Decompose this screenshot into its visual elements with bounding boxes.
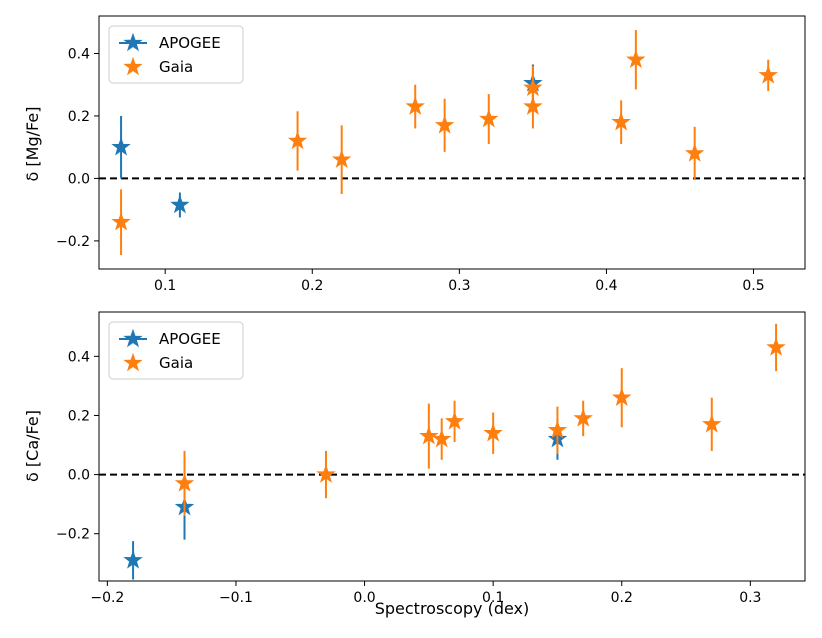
mg-fe-legend-apogee-marker	[123, 32, 143, 52]
mg-fe-x-tick-label: 0.5	[742, 278, 764, 294]
mg-fe-legend-gaia-label: Gaia	[159, 58, 193, 76]
ca-fe-y-tick-label: 0.2	[68, 408, 90, 424]
mg-fe-gaia-point	[479, 108, 499, 128]
mg-fe-axes-frame	[98, 15, 806, 270]
mg-fe-panel: δ [Mg/Fe] 0.1 0.2 0.3 0.4 0.5 −0.2 0.0 0.2 0.4 AP…	[23, 15, 806, 294]
ca-fe-y-axis-label: δ [Ca/Fe]	[23, 410, 42, 482]
ca-fe-x-tick-label: 0.3	[739, 590, 761, 606]
ca-fe-gaia-point	[483, 422, 503, 442]
mg-fe-gaia-point	[758, 65, 778, 84]
ca-fe-y-tick-label: 0.0	[68, 468, 90, 484]
mg-fe-x-tick-label: 0.2	[301, 278, 323, 294]
mg-fe-x-tick-label: 0.3	[448, 278, 470, 294]
mg-fe-gaia-point	[611, 111, 631, 131]
mg-fe-legend-gaia-marker	[123, 56, 143, 76]
mg-fe-y-tick-label: −0.2	[56, 234, 90, 250]
mg-fe-gaia-point	[405, 96, 425, 115]
mg-fe-x-tick-label: 0.4	[595, 278, 617, 294]
ca-fe-gaia-point	[573, 408, 593, 427]
ca-fe-panel: δ [Ca/Fe] Spectroscopy (dex) −0.2 −0.1 0.0…	[23, 311, 806, 618]
ca-fe-x-tick-label: −0.1	[219, 590, 253, 606]
mg-fe-gaia-point	[684, 143, 705, 162]
ca-fe-gaia-point	[612, 387, 632, 406]
ca-fe-x-tick-label: 0.2	[611, 590, 633, 606]
ca-fe-gaia-point	[547, 420, 568, 439]
mg-fe-gaia-point	[331, 149, 352, 168]
ca-fe-legend-gaia-marker	[123, 352, 143, 372]
ca-fe-legend	[108, 321, 244, 380]
ca-fe-gaia-point	[444, 411, 465, 430]
x-axis-label: Spectroscopy (dex)	[375, 599, 530, 618]
mg-fe-y-tick-label: 0.2	[68, 109, 90, 125]
ca-fe-apogee-point	[123, 550, 143, 569]
ca-fe-x-tick-label: 0.1	[482, 590, 504, 606]
ca-fe-legend-gaia-label: Gaia	[159, 354, 193, 372]
mg-fe-y-tick-label: 0.4	[68, 46, 90, 62]
mg-fe-gaia-point	[626, 49, 646, 68]
ca-fe-y-tick-label: −0.2	[56, 527, 90, 543]
ca-fe-gaia-point	[419, 425, 439, 445]
mg-fe-gaia-point	[287, 130, 308, 150]
mg-fe-gaia-point	[111, 211, 131, 231]
ca-fe-legend-apogee-marker	[123, 328, 143, 348]
mg-fe-legend	[108, 25, 244, 84]
ca-fe-gaia-point	[702, 414, 722, 433]
ca-fe-x-tick-label: 0.0	[353, 590, 375, 606]
mg-fe-apogee-point	[170, 194, 190, 214]
ca-fe-x-tick-label: −0.2	[90, 590, 124, 606]
mg-fe-x-tick-label: 0.1	[154, 278, 176, 294]
ca-fe-y-tick-label: 0.4	[68, 349, 90, 365]
ca-fe-gaia-point	[174, 473, 195, 492]
ca-fe-gaia-point	[766, 337, 786, 356]
mg-fe-gaia-point	[523, 96, 543, 115]
ca-fe-gaia-point	[431, 428, 452, 448]
ca-fe-gaia-point	[316, 464, 336, 483]
mg-fe-legend-apogee-label: APOGEE	[159, 34, 221, 52]
ca-fe-legend-apogee-label: APOGEE	[159, 330, 221, 348]
ca-fe-axes-frame	[98, 311, 806, 582]
mg-fe-y-tick-label: 0.0	[68, 171, 90, 187]
mg-fe-gaia-point	[434, 115, 455, 134]
mg-fe-apogee-point	[111, 136, 131, 156]
mg-fe-y-axis-label: δ [Mg/Fe]	[23, 107, 42, 182]
